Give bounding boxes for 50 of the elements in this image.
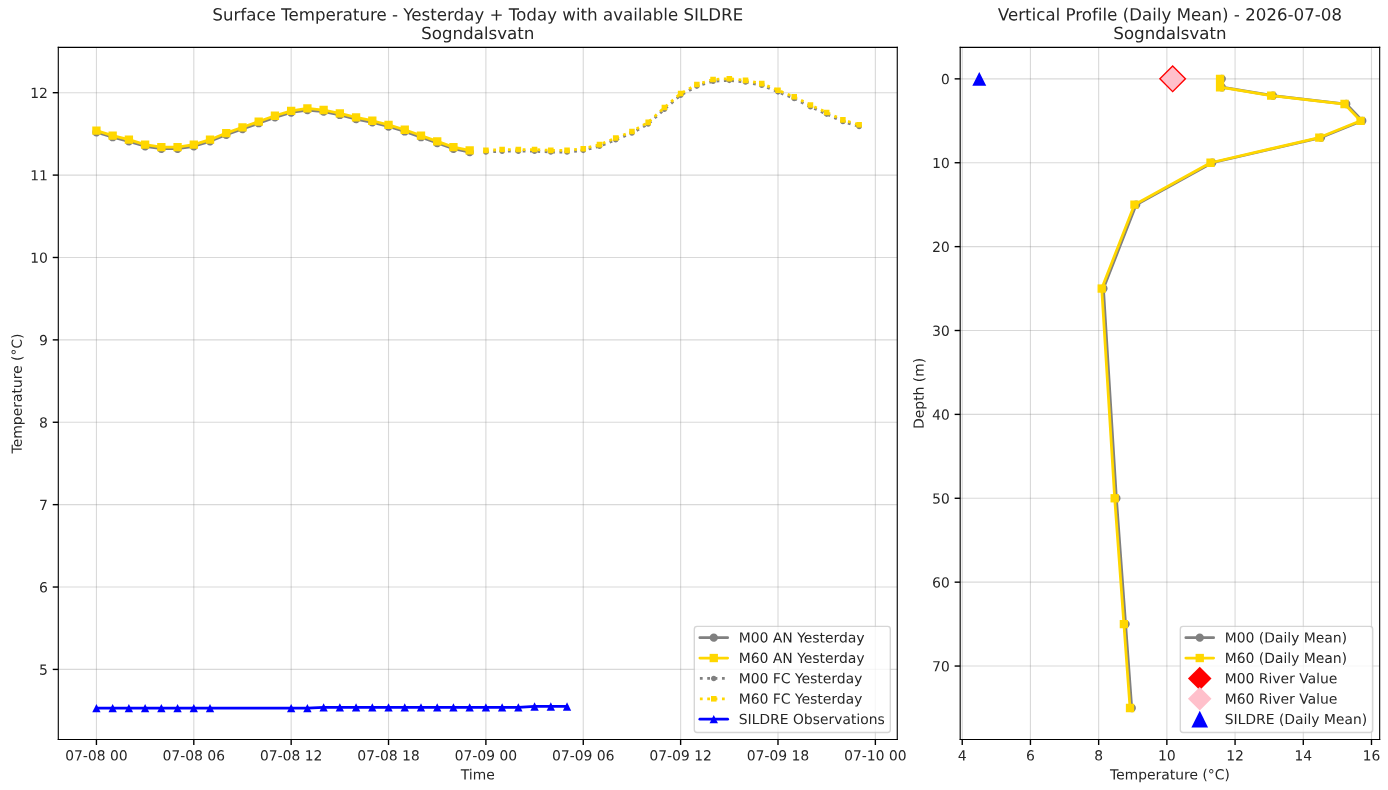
x-tick-label: 4: [958, 750, 966, 761]
x-axis-title: Temperature (°C): [1109, 768, 1229, 783]
y-tick-label: 40: [932, 409, 949, 420]
legend-label: M00 FC Yesterday: [740, 672, 862, 687]
x-tick-label: 12: [1227, 750, 1243, 761]
x-tick-label: 10: [1159, 750, 1175, 761]
y-tick-label: 7: [40, 499, 47, 510]
x-tick-label: 07-08 00: [66, 750, 127, 761]
y-tick-label: 5: [40, 664, 47, 675]
x-tick-label: 14: [1295, 750, 1312, 761]
x-axis-title: Time: [460, 768, 495, 780]
legend-label: M00 (Daily Mean): [1226, 631, 1346, 646]
y-tick-label: 30: [933, 325, 949, 336]
legend-label: M00 AN Yesterday: [740, 631, 865, 646]
y-tick-label: 70: [933, 661, 949, 672]
y-tick-label: 10: [933, 157, 949, 169]
chart-title: Vertical Profile (Daily Mean) - 2026-07-08: [997, 7, 1341, 24]
x-tick-label: 07-08 18: [358, 750, 419, 761]
x-tick-label: 07-09 12: [650, 750, 711, 761]
y-tick-label: 6: [40, 581, 47, 593]
x-tick-label: 6: [1026, 750, 1034, 761]
x-tick-label: 07-08 12: [260, 750, 321, 761]
legend-label: M60 (Daily Mean): [1226, 652, 1346, 666]
y-tick-label: 11: [31, 170, 47, 181]
legend-label: M60 AN Yesterday: [740, 652, 865, 666]
x-tick-label: 07-09 00: [455, 750, 517, 761]
y-axis-title: Depth (m): [913, 359, 927, 428]
legend-label: M00 River Value: [1226, 672, 1337, 684]
y-tick-label: 9: [39, 334, 47, 346]
legend-label: SILDRE Observations: [739, 713, 885, 725]
y-tick-label: 10: [31, 252, 47, 263]
y-tick-label: 50: [933, 493, 949, 504]
y-axis-title: Temperature (°C): [11, 334, 25, 454]
chart-subtitle: Sogndalsvatn: [1114, 26, 1226, 43]
legend-label: M60 River Value: [1226, 693, 1337, 704]
x-tick-label: 07-09 18: [747, 750, 809, 761]
y-tick-label: 0: [941, 73, 949, 85]
y-tick-label: 20: [933, 241, 949, 253]
legend-label: SILDRE (Daily Mean): [1225, 713, 1366, 727]
chart-title: Surface Temperature - Yesterday + Today with available SILDRE: [213, 7, 743, 24]
x-tick-label: 07-10 00: [845, 750, 906, 761]
y-tick-label: 60: [933, 577, 949, 588]
x-tick-label: 16: [1364, 750, 1380, 761]
x-tick-label: 07-08 06: [163, 750, 225, 761]
y-tick-label: 8: [39, 417, 47, 428]
x-tick-label: 8: [1095, 750, 1103, 761]
y-tick-label: 12: [31, 87, 47, 98]
chart-subtitle: Sogndalsvatn: [422, 26, 533, 43]
legend-label: M60 FC Yesterday: [740, 693, 862, 707]
x-tick-label: 07-09 06: [552, 750, 614, 761]
